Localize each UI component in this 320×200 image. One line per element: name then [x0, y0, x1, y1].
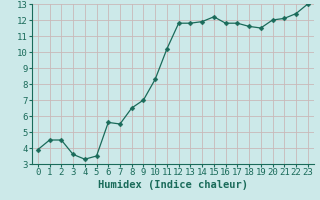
X-axis label: Humidex (Indice chaleur): Humidex (Indice chaleur) [98, 180, 248, 190]
